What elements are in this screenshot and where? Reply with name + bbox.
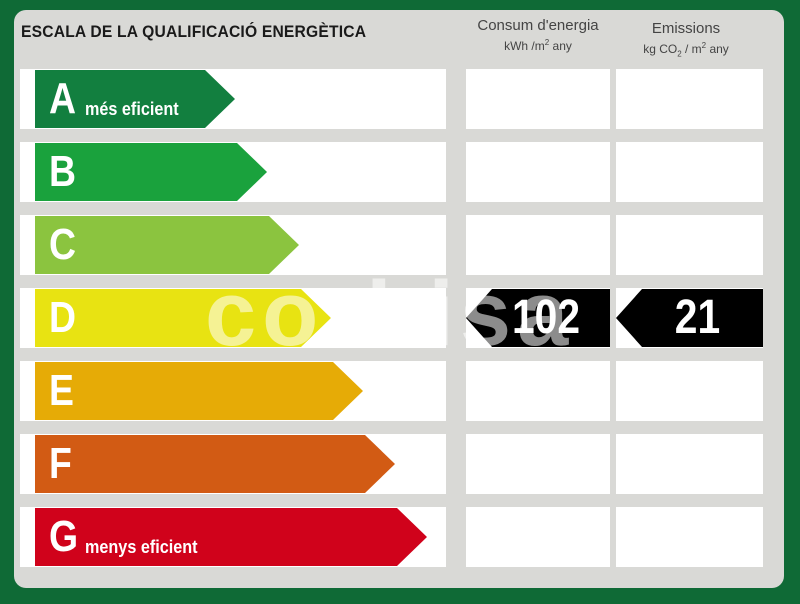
energy-column-header: Consum d'energia kWh /m2 any (466, 17, 610, 53)
rating-label: més eficient (85, 99, 179, 119)
rating-arrow-b: B (35, 142, 267, 202)
emissions-rating-badge: 21 (616, 288, 767, 348)
rating-letter: B (49, 147, 77, 196)
rating-label: menys eficient (85, 537, 198, 557)
rating-row-f: F (20, 434, 446, 494)
energy-column-title: Consum d'energia (477, 17, 599, 34)
emissions-cell-c (616, 215, 763, 275)
energy-rating-value: 102 (511, 291, 581, 344)
energy-rating-badge: 102 (466, 288, 614, 348)
energy-cell-a (466, 69, 610, 129)
emissions-cell-f (616, 434, 763, 494)
rating-row-b: B (20, 142, 446, 202)
emissions-rating-value: 21 (674, 291, 721, 344)
emissions-cell-d: 21 (616, 288, 763, 348)
emissions-column-title: Emissions (651, 20, 721, 37)
energy-cell-b (466, 142, 610, 202)
emissions-cell-g (616, 507, 763, 567)
energy-cell-e (466, 361, 610, 421)
energy-cell-d: 102 (466, 288, 610, 348)
emissions-cell-a (616, 69, 763, 129)
rating-letter: C (49, 220, 77, 269)
rating-arrow-f: F (35, 434, 395, 494)
rating-row-c: C (20, 215, 446, 275)
energy-cell-g (466, 507, 610, 567)
rating-row-e: E (20, 361, 446, 421)
energy-column-unit: kWh /m2 any (504, 38, 572, 53)
rating-letter: F (49, 439, 72, 488)
emissions-column-header: Emissions kg CO2 / m2 any (616, 20, 756, 58)
scale-title: ESCALA DE LA QUALIFICACIÓ ENERGÈTICA (21, 22, 367, 41)
emissions-column-unit: kg CO2 / m2 any (643, 41, 729, 59)
rating-letter: D (49, 293, 77, 342)
rating-letter: G (49, 512, 79, 561)
emissions-cell-b (616, 142, 763, 202)
emissions-cell-e (616, 361, 763, 421)
rating-row-d: D (20, 288, 446, 348)
rating-arrow-d: D (35, 288, 331, 348)
energy-cell-f (466, 434, 610, 494)
rating-arrow-e: E (35, 361, 363, 421)
rating-letter: A (49, 74, 77, 123)
rating-arrow-c: C (35, 215, 299, 275)
energy-cell-c (466, 215, 610, 275)
rating-letter: E (49, 366, 74, 415)
